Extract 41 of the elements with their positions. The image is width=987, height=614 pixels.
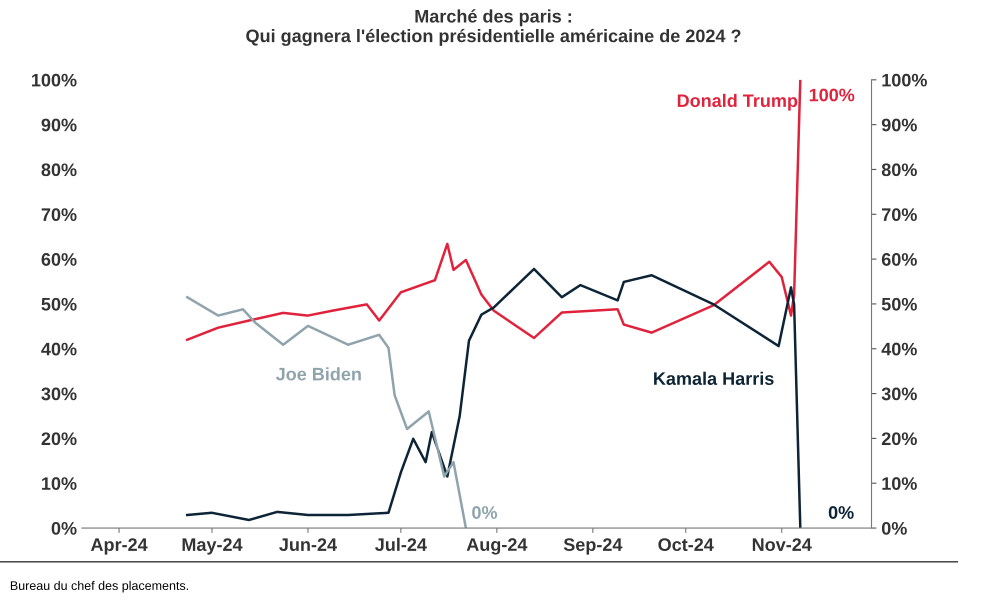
y-tick-label: 70% (882, 208, 917, 222)
x-tick-label: Apr-24 (90, 538, 148, 555)
y-tick-label: 30% (882, 388, 917, 400)
y2-tick-label: 40% (41, 342, 77, 356)
y-tick-label: 80% (882, 163, 917, 176)
x-tick-label: Nov-24 (752, 538, 812, 552)
line-series (186, 268, 802, 528)
y2-tick-label: 60% (42, 253, 77, 266)
y-tick-label: 50% (882, 298, 917, 311)
x-tick-label: Aug-24 (466, 538, 528, 555)
y-tick-label: 10% (882, 477, 917, 490)
y-tick-label: 100% (882, 74, 927, 87)
y-tick-label: 0% (882, 522, 907, 535)
x-tick-label: Jun-24 (279, 538, 337, 552)
y-tick-label: 40% (882, 342, 917, 356)
chart-title: Marché des paris : Qui gagnera l'élection présidentielle américaine de 2024 ? (246, 9, 740, 46)
x-tick-label: Jul-24 (375, 538, 427, 552)
x-tick-label: Sep-24 (564, 538, 622, 555)
y2-tick-label: 0% (52, 522, 77, 535)
y2-tick-label: 100% (32, 74, 77, 87)
line-series (186, 296, 468, 528)
y-tick-label: 60% (882, 253, 917, 266)
y-tick-label: 20% (882, 432, 917, 446)
y2-tick-label: 80% (41, 163, 77, 176)
line-series (186, 80, 802, 342)
y2-tick-label: 70% (42, 208, 77, 222)
y2-tick-label: 30% (41, 388, 77, 400)
y2-tick-label: 50% (41, 298, 77, 311)
data-label: 0% (828, 506, 854, 519)
x-tick-label: May-24 (182, 538, 242, 555)
y2-tick-label: 90% (42, 118, 77, 132)
data-label: 0% (472, 506, 498, 519)
text: Bureau du chef des placements. (10, 580, 188, 593)
series-label: Kamala Harris (654, 372, 774, 385)
y2-tick-label: 10% (42, 477, 77, 490)
series-label: Joe Biden (276, 367, 361, 380)
data-label: 100% (810, 88, 854, 102)
y2-tick-label: 20% (42, 432, 77, 446)
series-label: Donald Trump (678, 94, 798, 111)
x-tick-label: Oct-24 (658, 538, 714, 552)
y-tick-label: 90% (882, 118, 917, 132)
